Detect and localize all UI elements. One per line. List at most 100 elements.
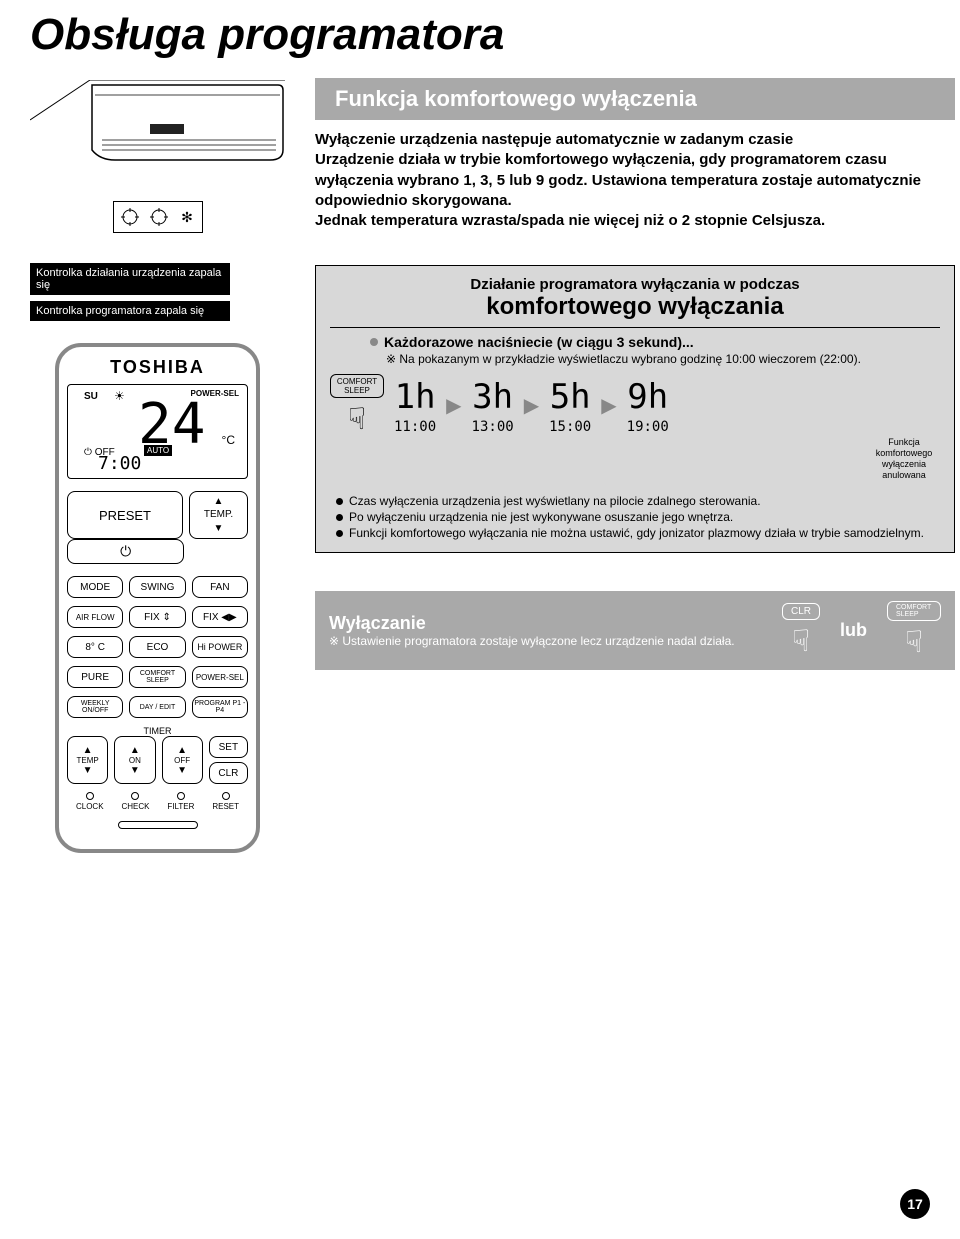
function-header: Funkcja komfortowego wyłączenia [315, 78, 955, 120]
remote-display: SU ☀ POWER-SEL 24 °C ⏻ OFF AUTO 7:00 [67, 384, 248, 479]
mode-button[interactable]: MODE [67, 576, 123, 598]
fix-horiz-button[interactable]: FIX ◀▶ [192, 606, 248, 628]
timer-temp-label: TEMP [77, 756, 99, 765]
clr-press: CLR ☟ [782, 603, 820, 659]
bullet-icon [336, 498, 343, 505]
clr-button-2[interactable]: CLR [782, 603, 820, 620]
weekly-button[interactable]: WEEKLY ON/OFF [67, 696, 123, 718]
label-operation-indicator: Kontrolka działania urządzenia zapala si… [30, 263, 230, 295]
check-button[interactable]: CHECK [121, 792, 149, 811]
swing-button[interactable]: SWING [129, 576, 185, 598]
arrow-right-icon: ▶ [446, 393, 461, 418]
arrow-down-icon: ▼ [130, 765, 140, 776]
ac-unit-illustration [30, 80, 285, 195]
seq-5-time: 15:00 [549, 419, 591, 435]
bullet-icon [336, 514, 343, 521]
timer-label: TIMER [67, 726, 248, 736]
seq-9h: 9h [627, 377, 668, 417]
sun-icon: ☀ [114, 389, 125, 403]
comfort-sleep-button-2[interactable]: COMFORT SLEEP [887, 601, 941, 621]
svg-text:✻: ✻ [181, 210, 193, 224]
snowflake-icon: ✻ [180, 210, 194, 224]
arrow-right-icon: ▶ [601, 393, 616, 418]
display-time: 7:00 [98, 453, 141, 474]
timer-on-label: ON [129, 756, 141, 765]
seq-9-time: 19:00 [627, 419, 669, 435]
clock-button[interactable]: CLOCK [76, 792, 104, 811]
fan-button[interactable]: FAN [192, 576, 248, 598]
bullet-text: Każdorazowe naciśniecie (w ciągu 3 sekun… [384, 334, 694, 350]
program-button[interactable]: PROGRAM P1 - P4 [192, 696, 248, 718]
seq-5h: 5h [550, 377, 591, 417]
indicator-circles: ✻ [113, 201, 203, 233]
display-auto: AUTO [144, 445, 172, 456]
comfort-sleep-btn-small[interactable]: COMFORT SLEEP [330, 374, 384, 398]
powersel-button[interactable]: POWER-SEL [192, 666, 248, 688]
arrow-up-icon: ▲ [177, 745, 187, 756]
panel-note: ※ Na pokazanym w przykładzie wyświetlacz… [386, 352, 940, 366]
seq-3-time: 13:00 [472, 419, 514, 435]
note-2: Po wyłączeniu urządzenia nie jest wykony… [349, 510, 733, 524]
bullet-icon [336, 530, 343, 537]
display-day: SU [84, 391, 98, 402]
panel-title: komfortowego wyłączania [330, 293, 940, 328]
comfort-press: COMFORT SLEEP ☟ [887, 601, 941, 660]
airflow-button[interactable]: AIR FLOW [67, 606, 123, 628]
seq-3h: 3h [472, 377, 513, 417]
indicator-circle-1 [121, 208, 139, 226]
arrow-up-icon: ▲ [83, 745, 93, 756]
label-timer-indicator: Kontrolka programatora zapala się [30, 301, 230, 321]
operation-panel: Działanie programatora wyłączania w podc… [315, 265, 955, 553]
arrow-down-icon: ▼ [177, 765, 187, 776]
hand-pointer-icon: ☟ [905, 625, 923, 660]
reset-button[interactable]: RESET [212, 792, 239, 811]
day-edit-button[interactable]: DAY / EDIT [129, 696, 185, 718]
small-button-row: CLOCK CHECK FILTER RESET [67, 792, 248, 811]
clr-button[interactable]: CLR [209, 762, 248, 784]
hand-pointer-icon: ☟ [792, 624, 810, 659]
arrow-down-icon: ▼ [83, 765, 93, 776]
hand-pointer-icon: ☟ [348, 402, 366, 437]
arrow-up-icon: ▲ [214, 496, 224, 507]
seq-1h: 1h [395, 377, 436, 417]
timer-off-button[interactable]: ▲ OFF ▼ [162, 736, 203, 784]
note-1: Czas wyłączenia urządzenia jest wyświetl… [349, 494, 761, 508]
comfort-sleep-button[interactable]: COMFORT SLEEP [129, 666, 185, 688]
cancel-panel: Wyłączanie ※ Ustawienie programatora zos… [315, 591, 955, 670]
indicator-circle-2 [150, 208, 168, 226]
arrow-up-icon: ▲ [130, 745, 140, 756]
pure-button[interactable]: PURE [67, 666, 123, 688]
cancel-subtitle: ※ Ustawienie programatora zostaje wyłącz… [329, 634, 762, 648]
power-button[interactable]: ⏻ [67, 539, 184, 564]
arrow-down-icon: ▼ [214, 523, 224, 534]
timer-temp-button[interactable]: ▲ TEMP ▼ [67, 736, 108, 784]
page-title: Obsługa programatora [30, 10, 930, 60]
timer-off-label: OFF [174, 756, 190, 765]
intro-text: Wyłączenie urządzenia następuje automaty… [315, 130, 955, 231]
preset-button[interactable]: PRESET [67, 491, 183, 539]
note-3: Funkcji komfortowego wyłączania nie możn… [349, 526, 924, 540]
remote-control: TOSHIBA SU ☀ POWER-SEL 24 °C ⏻ OFF AUTO … [55, 343, 260, 853]
seq-1-time: 11:00 [394, 419, 436, 435]
remote-slot [118, 821, 198, 829]
filter-button[interactable]: FILTER [167, 792, 194, 811]
cancel-note: Funkcja komfortowego wyłączenia anulowan… [868, 437, 940, 480]
press-comfort-sleep: COMFORT SLEEP ☟ [330, 374, 384, 437]
8c-button[interactable]: 8° C [67, 636, 123, 658]
bullet-icon [370, 338, 378, 346]
display-c: °C [222, 433, 235, 447]
arrow-right-icon: ▶ [524, 393, 539, 418]
eco-button[interactable]: ECO [129, 636, 185, 658]
temp-label: TEMP. [204, 509, 233, 520]
remote-brand: TOSHIBA [67, 357, 248, 378]
timer-on-button[interactable]: ▲ ON ▼ [114, 736, 155, 784]
temp-button[interactable]: ▲ TEMP. ▼ [189, 491, 248, 539]
fix-vert-button[interactable]: FIX ⇕ [129, 606, 185, 628]
set-button[interactable]: SET [209, 736, 248, 758]
page-number: 17 [900, 1189, 930, 1219]
cancel-title: Wyłączanie [329, 613, 762, 634]
or-label: lub [840, 620, 867, 641]
left-column: ✻ Kontrolka działania urządzenia zapala … [30, 80, 285, 853]
hipower-button[interactable]: Hi POWER [192, 636, 248, 658]
panel-subtitle: Działanie programatora wyłączania w podc… [330, 276, 940, 293]
